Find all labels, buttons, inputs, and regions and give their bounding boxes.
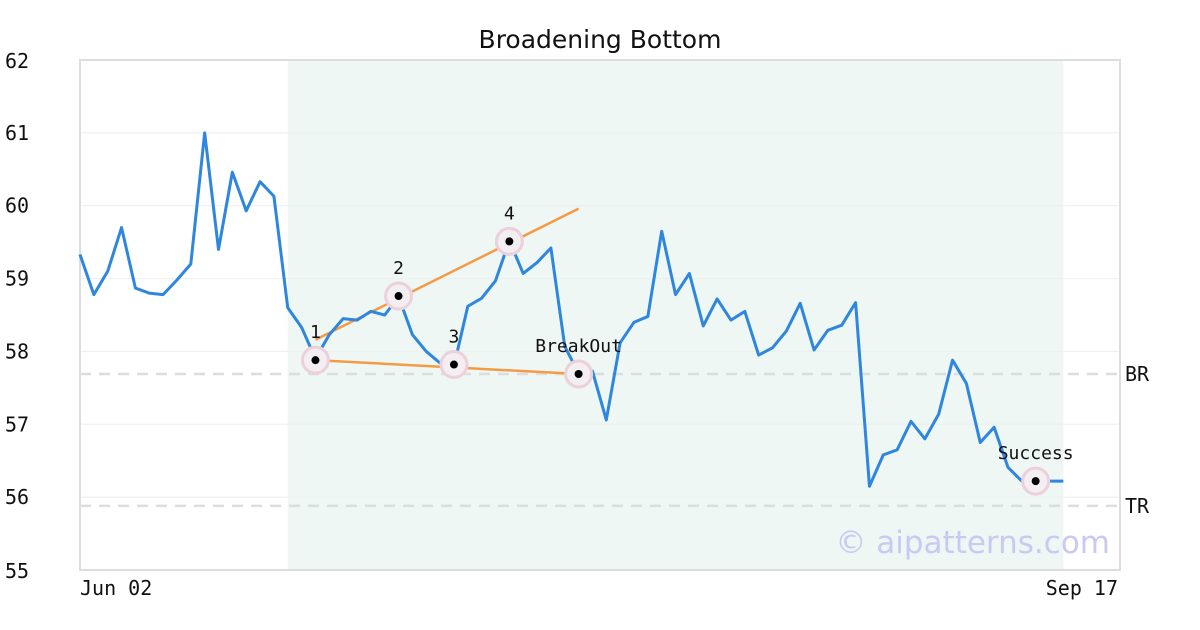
point-marker (394, 292, 403, 301)
point-marker (505, 237, 514, 246)
y-tick-label: 56 (5, 485, 29, 509)
watermark: © aipatterns.com (835, 525, 1110, 561)
point-marker (449, 360, 458, 369)
y-tick-label: 58 (5, 339, 29, 363)
point-marker (574, 370, 583, 379)
point-label: 3 (449, 327, 460, 348)
x-tick-label-start: Jun 02 (80, 576, 152, 600)
pattern-points: 1 2 3 4 BreakOut Success (300, 203, 1074, 496)
y-tick-label: 59 (5, 267, 29, 291)
reference-line-label: BR (1125, 362, 1150, 386)
reference-line-label: TR (1125, 494, 1150, 518)
point-marker (1031, 477, 1040, 486)
point-label: 4 (504, 203, 515, 224)
pattern-region (287, 60, 1064, 570)
point-label: 2 (393, 258, 404, 279)
reference-lines: BR TR (80, 362, 1150, 518)
x-tick-label-end: Sep 17 (1046, 576, 1118, 600)
y-tick-label: 62 (5, 49, 29, 73)
y-tick-label: 55 (5, 559, 29, 583)
point-label: BreakOut (535, 336, 622, 357)
point-label: 1 (310, 322, 321, 343)
y-axis-ticks: 55 56 57 58 59 60 61 62 (5, 49, 29, 583)
y-tick-label: 61 (5, 121, 29, 145)
y-tick-label: 57 (5, 412, 29, 436)
y-tick-label: 60 (5, 194, 29, 218)
chart-title: Broadening Bottom (479, 25, 722, 54)
price-line (78, 131, 1064, 488)
point-label: Success (998, 443, 1074, 464)
point-marker (311, 356, 320, 365)
plot-frame (79, 59, 1121, 571)
